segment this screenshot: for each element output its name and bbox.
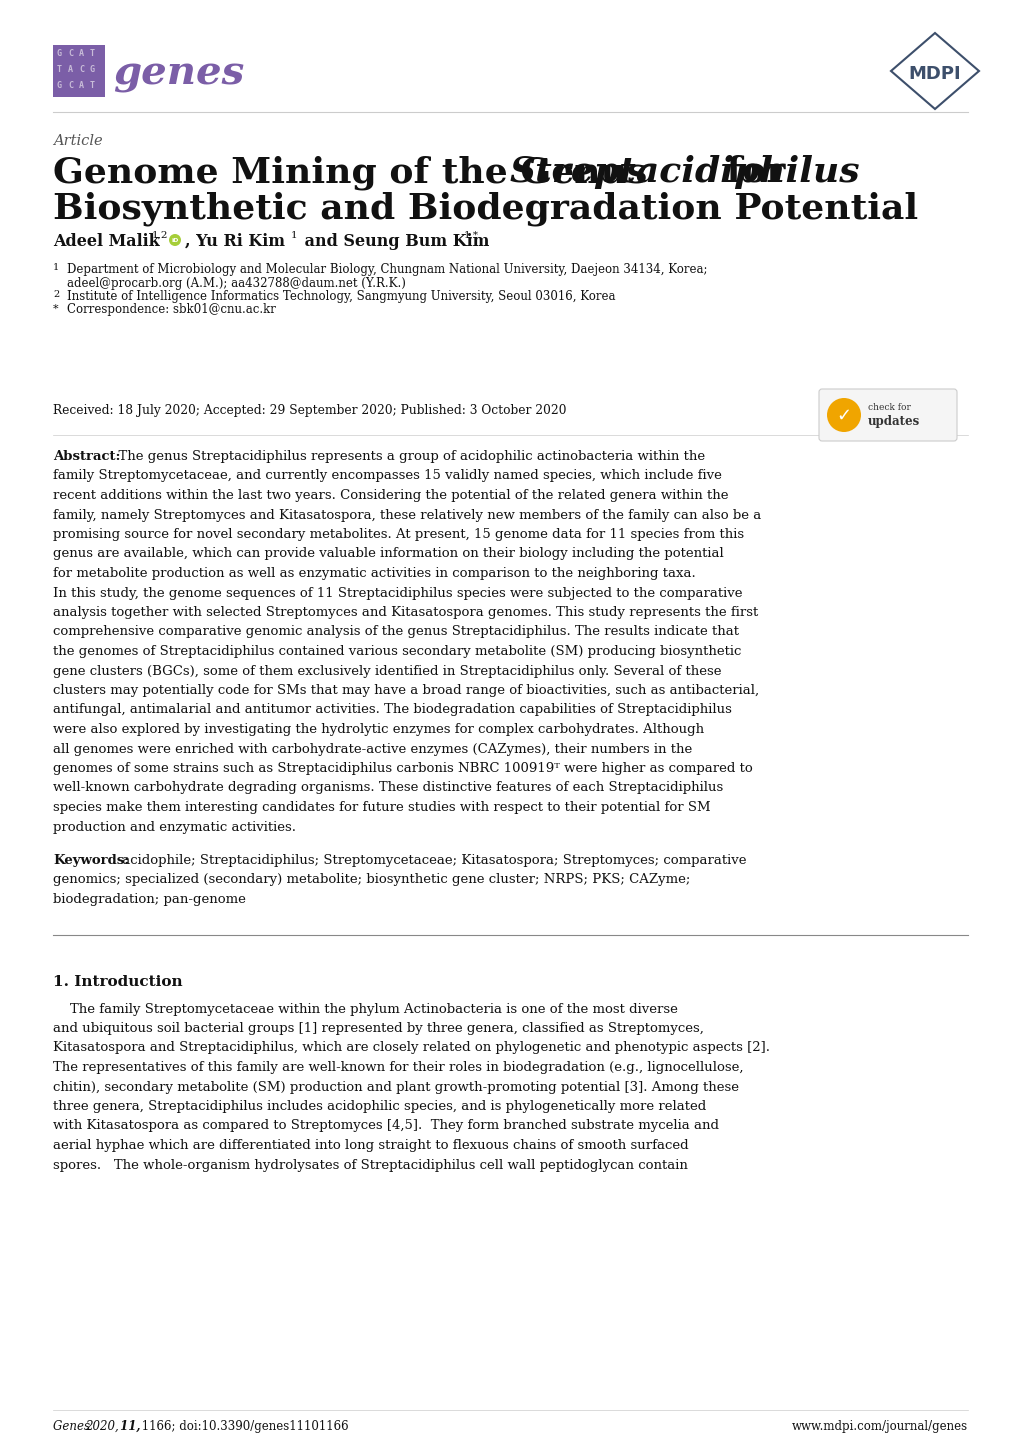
Text: C: C [78, 65, 84, 75]
Text: gene clusters (BGCs), some of them exclusively identified in Streptacidiphilus o: gene clusters (BGCs), some of them exclu… [53, 665, 720, 678]
Text: promising source for novel secondary metabolites. At present, 15 genome data for: promising source for novel secondary met… [53, 528, 744, 541]
Text: antifungal, antimalarial and antitumor activities. The biodegradation capabiliti: antifungal, antimalarial and antitumor a… [53, 704, 732, 717]
Text: with Kitasatospora as compared to Streptomyces [4,5].  They form branched substr: with Kitasatospora as compared to Strept… [53, 1119, 718, 1132]
Text: The genus Streptacidiphilus represents a group of acidophilic actinobacteria wit: The genus Streptacidiphilus represents a… [110, 450, 704, 463]
Text: adeel@procarb.org (A.M.); aa432788@daum.net (Y.R.K.): adeel@procarb.org (A.M.); aa432788@daum.… [67, 277, 406, 290]
Text: www.mdpi.com/journal/genes: www.mdpi.com/journal/genes [791, 1420, 967, 1433]
Text: three genera, Streptacidiphilus includes acidophilic species, and is phylogeneti: three genera, Streptacidiphilus includes… [53, 1100, 705, 1113]
Text: chitin), secondary metabolite (SM) production and plant growth-promoting potenti: chitin), secondary metabolite (SM) produ… [53, 1080, 739, 1093]
Text: 11,: 11, [116, 1420, 141, 1433]
Text: Received: 18 July 2020; Accepted: 29 September 2020; Published: 3 October 2020: Received: 18 July 2020; Accepted: 29 Sep… [53, 404, 566, 417]
Text: C: C [68, 49, 73, 59]
Text: species make them interesting candidates for future studies with respect to thei: species make them interesting candidates… [53, 800, 710, 813]
Text: and ubiquitous soil bacterial groups [1] represented by three genera, classified: and ubiquitous soil bacterial groups [1]… [53, 1022, 703, 1035]
Text: G: G [57, 49, 62, 59]
Text: clusters may potentially code for SMs that may have a broad range of bioactiviti: clusters may potentially code for SMs th… [53, 684, 758, 696]
Text: T: T [90, 49, 95, 59]
Text: family Streptomycetaceae, and currently encompasses 15 validly named species, wh: family Streptomycetaceae, and currently … [53, 470, 721, 483]
Text: for: for [713, 154, 785, 189]
Text: 1166; doi:10.3390/genes11101166: 1166; doi:10.3390/genes11101166 [138, 1420, 348, 1433]
Text: spores.   The whole-organism hydrolysates of Streptacidiphilus cell wall peptido: spores. The whole-organism hydrolysates … [53, 1158, 687, 1171]
Text: Keywords:: Keywords: [53, 854, 129, 867]
Text: ✓: ✓ [836, 407, 851, 425]
Text: A: A [68, 65, 73, 75]
Text: for metabolite production as well as enzymatic activities in comparison to the n: for metabolite production as well as enz… [53, 567, 695, 580]
Text: T: T [57, 65, 62, 75]
Text: *: * [53, 303, 58, 313]
Text: Biosynthetic and Biodegradation Potential: Biosynthetic and Biodegradation Potentia… [53, 190, 917, 225]
Text: , Yu Ri Kim: , Yu Ri Kim [184, 234, 284, 249]
Text: Streptacidiphilus: Streptacidiphilus [510, 154, 860, 189]
Text: A: A [78, 49, 84, 59]
FancyBboxPatch shape [818, 389, 956, 441]
Text: Genome Mining of the Genus: Genome Mining of the Genus [53, 154, 659, 189]
Text: genus are available, which can provide valuable information on their biology inc: genus are available, which can provide v… [53, 548, 723, 561]
Text: Institute of Intelligence Informatics Technology, Sangmyung University, Seoul 03: Institute of Intelligence Informatics Te… [67, 290, 614, 303]
Text: were also explored by investigating the hydrolytic enzymes for complex carbohydr: were also explored by investigating the … [53, 722, 703, 735]
Text: Adeel Malik: Adeel Malik [53, 234, 159, 249]
Text: Correspondence: sbk01@cnu.ac.kr: Correspondence: sbk01@cnu.ac.kr [67, 303, 275, 316]
Text: iD: iD [171, 238, 178, 244]
Text: 1. Introduction: 1. Introduction [53, 975, 182, 989]
Text: 1: 1 [290, 231, 298, 239]
Text: genes: genes [113, 55, 244, 92]
Circle shape [826, 398, 860, 433]
Text: Abstract:: Abstract: [53, 450, 120, 463]
Text: genomics; specialized (secondary) metabolite; biosynthetic gene cluster; NRPS; P: genomics; specialized (secondary) metabo… [53, 874, 690, 887]
Text: G: G [90, 65, 95, 75]
Text: 1: 1 [53, 262, 59, 273]
Text: biodegradation; pan-genome: biodegradation; pan-genome [53, 893, 246, 906]
Text: Article: Article [53, 134, 103, 149]
Text: T: T [90, 82, 95, 91]
Circle shape [169, 234, 180, 247]
Text: the genomes of Streptacidiphilus contained various secondary metabolite (SM) pro: the genomes of Streptacidiphilus contain… [53, 645, 741, 658]
Text: aerial hyphae which are differentiated into long straight to flexuous chains of : aerial hyphae which are differentiated i… [53, 1139, 688, 1152]
Text: and Seung Bum Kim: and Seung Bum Kim [299, 234, 489, 249]
Text: well-known carbohydrate degrading organisms. These distinctive features of each : well-known carbohydrate degrading organi… [53, 782, 722, 795]
Text: Department of Microbiology and Molecular Biology, Chungnam National University, : Department of Microbiology and Molecular… [67, 262, 707, 275]
Text: all genomes were enriched with carbohydrate-active enzymes (CAZymes), their numb: all genomes were enriched with carbohydr… [53, 743, 692, 756]
FancyBboxPatch shape [53, 45, 105, 97]
Text: MDPI: MDPI [908, 65, 960, 84]
Text: The representatives of this family are well-known for their roles in biodegradat: The representatives of this family are w… [53, 1061, 743, 1074]
Text: 2: 2 [53, 290, 59, 298]
Text: family, namely Streptomyces and Kitasatospora, these relatively new members of t: family, namely Streptomyces and Kitasato… [53, 509, 760, 522]
Text: The family Streptomycetaceae within the phylum Actinobacteria is one of the most: The family Streptomycetaceae within the … [53, 1002, 678, 1015]
Text: 2020,: 2020, [85, 1420, 118, 1433]
Text: Kitasatospora and Streptacidiphilus, which are closely related on phylogenetic a: Kitasatospora and Streptacidiphilus, whi… [53, 1041, 769, 1054]
Text: 1,*: 1,* [464, 231, 479, 239]
Text: acidophile; Streptacidiphilus; Streptomycetaceae; Kitasatospora; Streptomyces; c: acidophile; Streptacidiphilus; Streptomy… [118, 854, 746, 867]
Text: check for: check for [867, 402, 910, 412]
Text: production and enzymatic activities.: production and enzymatic activities. [53, 820, 296, 833]
Text: G: G [57, 82, 62, 91]
Text: In this study, the genome sequences of 11 Streptacidiphilus species were subject: In this study, the genome sequences of 1… [53, 587, 742, 600]
Text: 1,2: 1,2 [152, 231, 168, 239]
Text: Genes: Genes [53, 1420, 94, 1433]
Text: C: C [68, 82, 73, 91]
Text: A: A [78, 82, 84, 91]
Text: recent additions within the last two years. Considering the potential of the rel: recent additions within the last two yea… [53, 489, 728, 502]
Text: updates: updates [867, 415, 919, 428]
Text: genomes of some strains such as Streptacidiphilus carbonis NBRC 100919ᵀ were hig: genomes of some strains such as Streptac… [53, 761, 752, 774]
Text: analysis together with selected Streptomyces and Kitasatospora genomes. This stu: analysis together with selected Streptom… [53, 606, 757, 619]
Text: comprehensive comparative genomic analysis of the genus Streptacidiphilus. The r: comprehensive comparative genomic analys… [53, 626, 739, 639]
